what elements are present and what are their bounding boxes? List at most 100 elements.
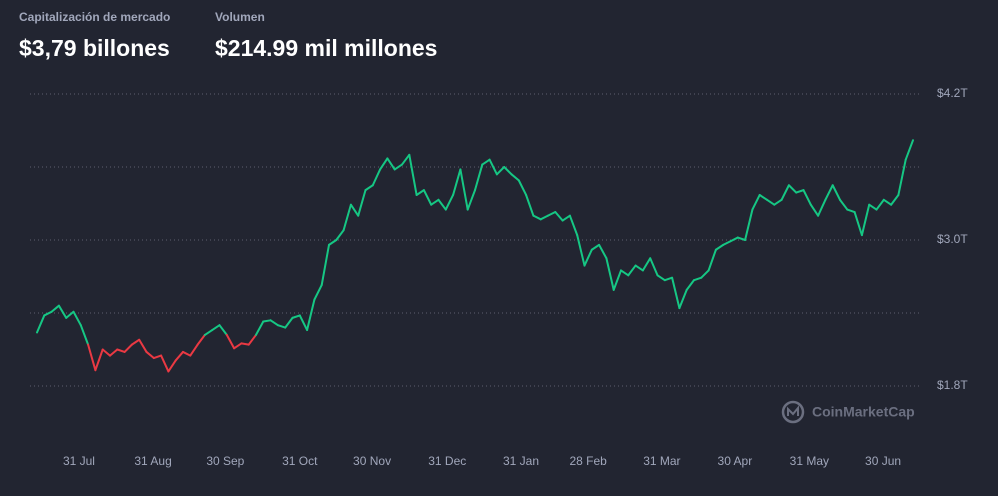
x-tick-label: 30 Jun — [865, 454, 901, 468]
line-segment — [87, 343, 97, 372]
line-segment — [839, 198, 849, 211]
line-segment — [145, 350, 155, 360]
line-segment — [700, 269, 710, 279]
line-segment — [831, 184, 841, 201]
line-segment — [349, 203, 360, 217]
line-segment — [123, 343, 133, 353]
line-segment — [196, 333, 206, 346]
line-segment — [780, 184, 790, 201]
line-segment — [116, 348, 126, 353]
line-segment — [240, 342, 250, 346]
line-segment — [539, 214, 549, 221]
line-segment — [189, 343, 199, 357]
line-segment — [751, 193, 761, 211]
line-segment — [634, 264, 644, 272]
line-segment — [393, 163, 403, 171]
line-segment — [342, 203, 352, 232]
x-tick-label: 31 May — [790, 454, 829, 468]
x-tick-label: 31 Dec — [428, 454, 466, 468]
line-segment — [79, 324, 90, 346]
line-segment — [495, 166, 506, 176]
line-segment — [904, 139, 914, 161]
stat-label: Capitalización de mercado — [19, 10, 170, 24]
line-segment — [802, 189, 812, 206]
line-segment — [160, 354, 170, 373]
x-tick-label: 31 Mar — [643, 454, 680, 468]
line-segment — [598, 243, 608, 260]
line-segment — [357, 189, 367, 217]
line-segment — [875, 198, 885, 211]
line-segment — [313, 284, 323, 301]
line-segment — [897, 158, 907, 196]
line-segment — [707, 248, 717, 272]
line-segment — [182, 350, 192, 357]
line-segment — [225, 333, 236, 350]
line-segment — [824, 184, 834, 201]
line-segment — [663, 276, 674, 282]
line-segment — [306, 298, 316, 332]
line-segment — [109, 348, 119, 357]
line-segment — [846, 208, 856, 214]
line-segment — [298, 314, 309, 332]
line-segment — [335, 229, 345, 241]
line-segment — [408, 153, 418, 196]
line-segment — [386, 157, 396, 171]
line-segment — [678, 288, 688, 310]
line-segment — [547, 211, 557, 217]
line-segment — [503, 166, 513, 176]
x-tick-label: 28 Feb — [569, 454, 607, 468]
line-segment — [693, 276, 703, 282]
x-tick-label: 31 Oct — [282, 454, 318, 468]
line-segment — [422, 189, 433, 206]
line-segment — [729, 236, 739, 243]
line-segment — [379, 157, 389, 171]
line-segment — [284, 316, 294, 329]
line-segment — [722, 240, 732, 246]
line-segment — [65, 310, 75, 319]
line-segment — [641, 257, 652, 272]
line-segment — [43, 310, 53, 317]
x-tick-label: 31 Jan — [503, 454, 539, 468]
line-segment — [766, 198, 776, 206]
line-segment — [627, 264, 637, 277]
y-tick-label: $4.2T — [937, 86, 968, 100]
line-segment — [130, 338, 141, 346]
line-segment — [211, 324, 221, 332]
line-segment — [72, 310, 82, 327]
line-segment — [576, 234, 586, 267]
line-segment — [620, 269, 630, 277]
line-segment — [649, 257, 659, 277]
line-segment — [50, 304, 60, 313]
line-segment — [459, 168, 469, 211]
line-segment — [138, 338, 148, 353]
watermark: CoinMarketCap — [812, 404, 915, 420]
line-segment — [57, 304, 68, 319]
watermark-logo — [781, 400, 805, 424]
line-segment — [255, 320, 265, 336]
line-segment — [269, 319, 279, 327]
line-segment — [101, 348, 111, 357]
line-segment — [437, 198, 447, 211]
line-segment — [882, 198, 893, 206]
line-segment — [656, 274, 666, 282]
y-tick-label: $1.8T — [937, 378, 968, 392]
line-segment — [554, 211, 564, 222]
line-segment — [787, 184, 798, 194]
line-segment — [94, 348, 104, 372]
line-segment — [203, 329, 214, 336]
line-segment — [795, 189, 805, 194]
line-segment — [773, 198, 783, 206]
line-segment — [612, 269, 622, 291]
line-segment — [853, 211, 863, 237]
line-segment — [328, 239, 338, 246]
line-segment — [320, 243, 330, 287]
line-segment — [152, 354, 163, 360]
line-segment — [401, 153, 411, 166]
line-segment — [291, 314, 301, 319]
line-segment — [860, 203, 871, 237]
line-segment — [736, 236, 747, 241]
x-tick-label: 30 Nov — [353, 454, 391, 468]
